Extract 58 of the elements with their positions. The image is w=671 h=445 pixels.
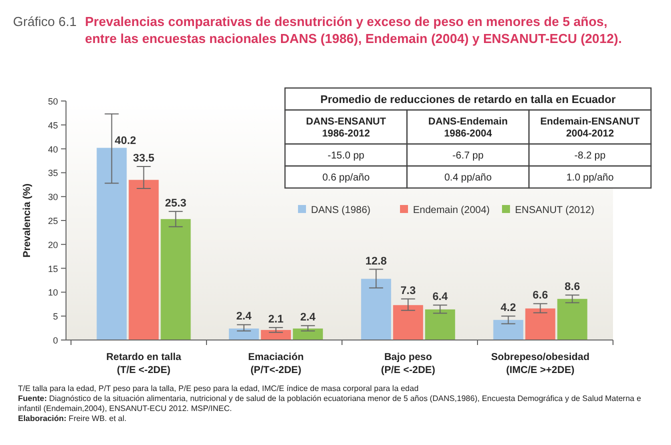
bar (260, 330, 291, 340)
x-tick-label: Bajo peso (P/E <-2DE) (381, 352, 436, 376)
y-tick-label: 35 (48, 168, 58, 178)
y-tick-label: 20 (48, 240, 58, 250)
y-tick-label: 30 (48, 192, 58, 202)
y-tick-label: 50 (48, 96, 58, 106)
bar (128, 180, 159, 340)
data-label: 40.2 (114, 134, 136, 147)
data-label: 33.5 (132, 152, 154, 164)
annotation: Endemain-ENSANUT 2004-2012 (540, 116, 640, 140)
annotation: Promedio de reducciones de retardo en talla en Ecuador (320, 94, 616, 106)
data-label: 8.6 (564, 281, 580, 294)
data-label: 2.1 (268, 314, 284, 326)
source-note: Fuente: Diagnóstico de la situación alimentaria, nutricional y de salud de la población ecuatoriana menor de 5 años (DANS,1986), Encuesta Demográfica y de Salud Materna e infantil (Endemain,2004), ENSANUT-ECU 2012. MSP/INEC. (18, 394, 642, 413)
bar (493, 320, 524, 340)
data-label: 7.3 (400, 284, 416, 297)
bar (557, 298, 588, 340)
y-tick-label: 40 (48, 144, 58, 154)
text: T/E talla para la edad, P/T peso para la talla, P/E peso para la edad, IMC/E índice de masa corporal para la edad (18, 384, 419, 393)
legend-label: DANS (1986) (311, 205, 370, 216)
x-tick-label: Sobrepeso/obesidad (IMC/E >+2DE) (491, 352, 590, 376)
y-axis-title: Prevalencia (%) (22, 184, 33, 258)
chart-subtitle: Prevalencias comparativas de desnutrición y exceso de peso en menores de 5 años, entre las encuestas nacionales DANS (1986), Endemain (2004) y ENSANUT-ECU (2012). (85, 14, 622, 46)
y-tick-label: 45 (48, 120, 58, 130)
legend-label: Endemain (2004) (413, 205, 490, 216)
text: Elaboración: Freire WB. et al. (18, 414, 126, 423)
data-label: 6.6 (532, 290, 548, 302)
bar (292, 328, 323, 340)
data-label: 2.4 (236, 310, 252, 323)
bar (96, 148, 127, 340)
data-label: 12.8 (365, 255, 387, 268)
y-tick-label: 10 (48, 288, 58, 298)
bar (393, 305, 424, 340)
y-tick-label: 15 (48, 264, 58, 274)
annotation: 1.0 pp/año (566, 172, 614, 184)
y-tick-label: 25 (48, 216, 58, 226)
annotation: 0.4 pp/año (444, 172, 492, 184)
annotation: -6.7 pp (452, 150, 484, 162)
annotation: DANS-Endemain 1986-2004 (428, 116, 508, 140)
data-label: 4.2 (500, 302, 516, 314)
annotation: -8.2 pp (574, 150, 606, 162)
bar (425, 309, 456, 340)
annotation: DANS-ENSANUT 1986-2012 (306, 116, 386, 140)
y-tick-label: 5 (52, 312, 58, 322)
data-label: 6.4 (432, 291, 449, 304)
data-label: 25.3 (164, 197, 186, 210)
data-label: 2.4 (300, 312, 316, 324)
chart-title: Gráfico 6.1 (13, 14, 77, 29)
bar (160, 219, 191, 340)
x-tick-label: Retardo en talla (T/E <-2DE) (106, 352, 182, 376)
y-tick-label: 0 (52, 336, 58, 346)
annotation: 0.6 pp/año (322, 172, 370, 184)
bar (228, 328, 259, 340)
x-tick-label: Emaciación (P/T<-2DE) (248, 352, 304, 376)
bar (361, 278, 392, 340)
bar (525, 308, 556, 340)
legend-label: ENSANUT (2012) (515, 205, 594, 216)
annotation: -15.0 pp (328, 150, 365, 162)
